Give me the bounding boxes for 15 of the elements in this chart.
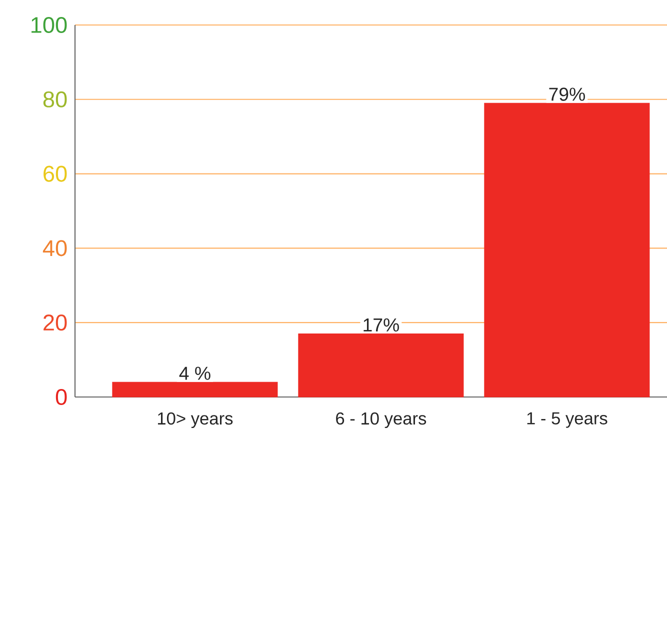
y-tick-label: 40: [42, 240, 67, 256]
y-tick-label: 100: [32, 16, 67, 34]
x-tick-label: 1 - 5 years: [527, 412, 608, 428]
data-label: 17%: [364, 318, 399, 332]
y-tick-label: 0: [56, 388, 67, 406]
y-tick-label: 80: [43, 91, 67, 108]
y-tick-label: 20: [44, 314, 67, 331]
bar: [112, 382, 278, 398]
x-tick-label: 10> years: [158, 412, 233, 428]
y-tick-label: 60: [44, 166, 67, 182]
bar: [484, 102, 650, 398]
bar: [298, 333, 464, 398]
x-tick-label: 6 - 10 years: [336, 412, 426, 428]
data-label: 4 %: [179, 366, 210, 380]
data-label: 79%: [549, 88, 585, 101]
